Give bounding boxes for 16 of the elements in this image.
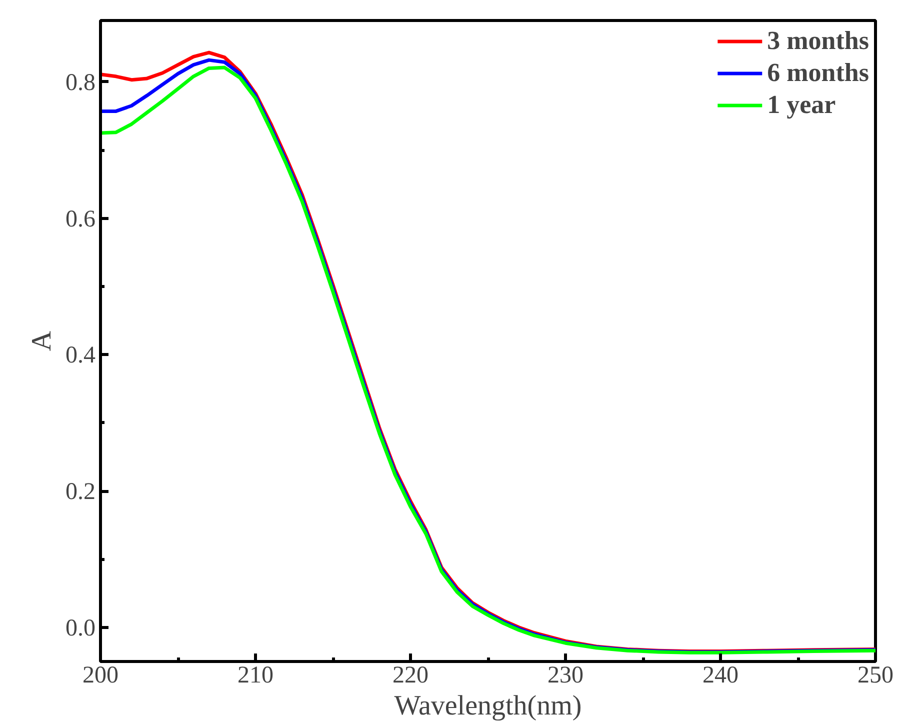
- x-tick-label: 240: [702, 662, 738, 688]
- x-tick-label: 250: [858, 662, 894, 688]
- x-tick-label: 220: [392, 662, 428, 688]
- x-tick-label: 210: [238, 662, 274, 688]
- legend-label: 3 months: [767, 26, 869, 56]
- legend-label: 1 year: [767, 90, 836, 120]
- y-tick-label: 0.2: [66, 479, 96, 506]
- y-tick-label: 0.0: [66, 615, 96, 642]
- y-tick-label: 0.6: [66, 206, 96, 232]
- y-tick-label: 0.4: [66, 342, 96, 369]
- x-tick-label: 230: [548, 662, 584, 688]
- legend-label: 6 months: [767, 58, 869, 88]
- x-tick-label: 200: [82, 662, 118, 688]
- y-tick-label: 0.8: [66, 70, 96, 96]
- x-axis-title: Wavelength(nm): [394, 690, 582, 722]
- y-axis-title: A: [26, 330, 58, 352]
